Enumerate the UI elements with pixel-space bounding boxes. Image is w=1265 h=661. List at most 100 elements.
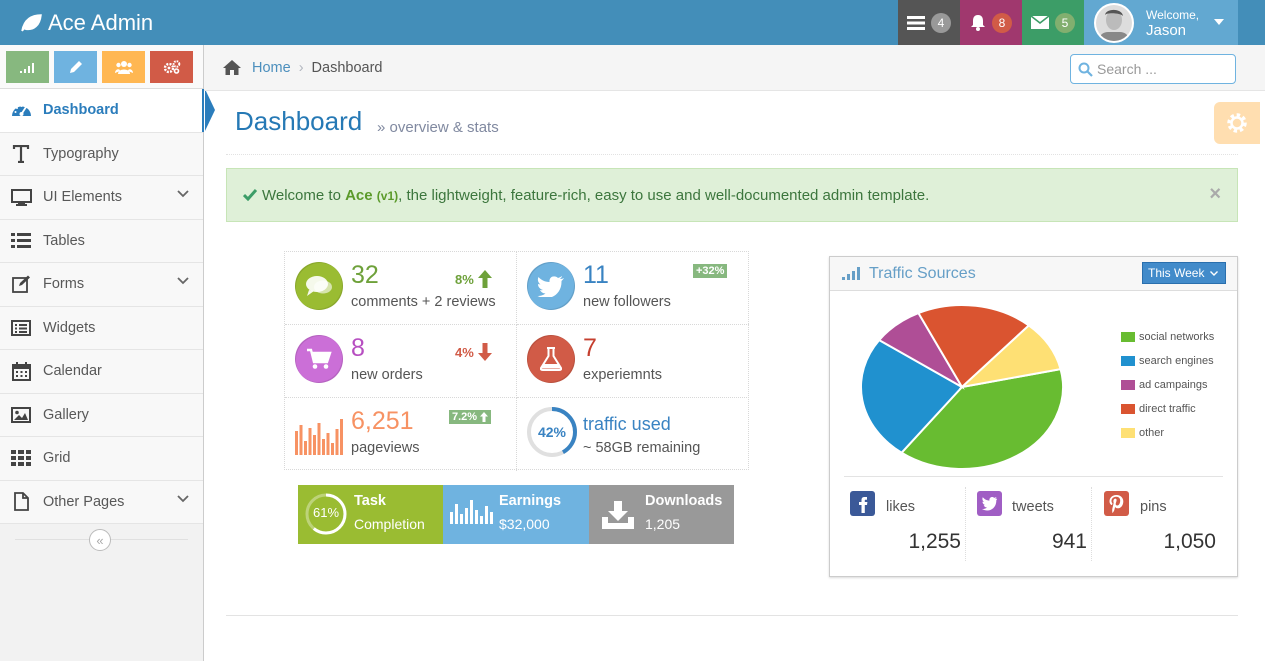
infobox-caption: new followers xyxy=(583,294,671,310)
sidebar-item-forms[interactable]: Forms xyxy=(0,263,203,307)
infobox-number: 7 xyxy=(583,334,597,362)
messages-button[interactable]: 5 xyxy=(1022,0,1084,45)
sidebar-collapse-button[interactable]: « xyxy=(89,529,111,551)
range-dropdown[interactable]: This Week xyxy=(1142,262,1226,284)
chevron-down-icon xyxy=(177,494,189,502)
infobox-pageviews: 6,251 pageviews 7.2% xyxy=(285,398,517,471)
search-placeholder: Search ... xyxy=(1097,61,1157,77)
shortcut-stats-button[interactable] xyxy=(6,50,49,83)
infobox-number: 32 xyxy=(351,261,379,289)
sidebar-item-widgets[interactable]: Widgets xyxy=(0,306,203,350)
breadcrumb-separator: › xyxy=(298,59,304,76)
infobox-caption: pageviews xyxy=(351,440,420,456)
traffic-pie-chart xyxy=(860,304,1064,470)
traffic-percent: 42% xyxy=(537,424,567,440)
page-header: Dashboard » overview & stats xyxy=(226,92,1238,155)
list-icon xyxy=(11,233,31,249)
legend-swatch xyxy=(1121,380,1135,390)
desktop-icon xyxy=(10,188,32,206)
legend-item: search engines xyxy=(1121,349,1214,373)
search-icon xyxy=(1078,62,1093,77)
sidebar-item-calendar[interactable]: Calendar xyxy=(0,350,203,394)
infobox-caption: experiemnts xyxy=(583,367,662,383)
sidebar-item-other-pages[interactable]: Other Pages xyxy=(0,480,203,524)
alert-text-pre: Welcome to xyxy=(262,186,346,204)
infobox-badge: 7.2% xyxy=(449,410,492,424)
sidebar-item-dashboard[interactable]: Dashboard xyxy=(0,89,215,133)
alert-text-post: , the lightweight, feature-rich, easy to… xyxy=(398,186,930,204)
flask-icon xyxy=(527,335,575,383)
breadcrumb: Home › Dashboard xyxy=(222,59,382,76)
arrow-down-icon xyxy=(477,343,492,361)
breadcrumb-home-link[interactable]: Home xyxy=(252,59,291,76)
sidebar-item-label: Forms xyxy=(43,276,85,293)
page-title: Dashboard xyxy=(235,106,363,136)
sidebar-item-label: UI Elements xyxy=(43,189,122,206)
pie-slice-social-networks[interactable] xyxy=(900,367,1064,470)
sidebar-shortcuts xyxy=(0,45,203,89)
infobox-stat: 8% xyxy=(455,270,492,288)
sidebar-item-label: Gallery xyxy=(43,406,89,423)
sidebar-item-label: Typography xyxy=(43,145,119,162)
social-pins: pins 1,050 xyxy=(1098,487,1220,561)
chevron-down-icon xyxy=(1210,271,1218,276)
sidebar-item-grid[interactable]: Grid xyxy=(0,437,203,481)
pie-slice-other[interactable] xyxy=(958,324,1062,389)
cogs-icon xyxy=(163,59,180,74)
infobox-number: 11 xyxy=(583,261,609,289)
calendar-icon xyxy=(11,361,31,381)
sidebar-item-ui-elements[interactable]: UI Elements xyxy=(0,176,203,220)
edit-icon xyxy=(11,275,30,294)
tile-title: Downloads xyxy=(645,493,723,509)
alert-close-button[interactable]: × xyxy=(1209,183,1221,205)
sidebar-item-tables[interactable]: Tables xyxy=(0,219,203,263)
user-name: Jason xyxy=(1146,21,1187,39)
legend-label: other xyxy=(1139,427,1165,439)
pie-slice-direct-traffic[interactable] xyxy=(916,304,1031,389)
shortcut-settings-button[interactable] xyxy=(150,50,193,83)
infobox-traffic: 42% traffic used ~ 58GB remaining xyxy=(517,398,749,471)
page-subtitle: » overview & stats xyxy=(377,119,499,136)
pageviews-sparkline-icon xyxy=(295,419,343,455)
users-icon xyxy=(114,60,133,74)
tile-value: $32,000 xyxy=(499,516,550,532)
tasks-button[interactable]: 4 xyxy=(898,0,960,45)
task-progress-ring xyxy=(305,493,347,535)
arrow-up-icon xyxy=(480,412,489,422)
legend-label: ad campaings xyxy=(1139,379,1208,391)
caret-down-icon xyxy=(1214,19,1224,25)
infobox-number: 6,251 xyxy=(351,407,414,435)
infobox-orders: 8 new orders 4% xyxy=(285,325,517,398)
search-input[interactable]: Search ... xyxy=(1070,54,1236,84)
signal-icon xyxy=(842,267,860,280)
text-height-icon xyxy=(12,144,30,163)
infobox-caption: comments + 2 reviews xyxy=(351,294,496,310)
sidebar-nav: Dashboard Typography UI Elements Tables … xyxy=(0,89,215,524)
sidebar-item-typography[interactable]: Typography xyxy=(0,132,203,176)
breadcrumbs-bar: Home › Dashboard Search ... xyxy=(204,45,1265,91)
legend-item: other xyxy=(1121,421,1214,445)
social-likes: likes 1,255 xyxy=(844,487,966,561)
notifications-button[interactable]: 8 xyxy=(960,0,1022,45)
social-value: 1,050 xyxy=(1163,530,1216,553)
legend-label: search engines xyxy=(1139,355,1214,367)
social-value: 1,255 xyxy=(908,530,961,553)
gear-icon xyxy=(1227,113,1247,133)
home-icon xyxy=(223,60,241,75)
widget-title: Traffic Sources xyxy=(869,264,976,282)
file-icon xyxy=(13,492,29,512)
sidebar-item-label: Calendar xyxy=(43,363,102,380)
user-menu[interactable]: Welcome, Jason xyxy=(1084,0,1238,45)
tachometer-icon xyxy=(11,105,31,117)
twitter-square-icon xyxy=(977,491,1002,516)
infobox-caption: ~ 58GB remaining xyxy=(583,440,701,456)
infobox-number: traffic used xyxy=(583,414,671,434)
earnings-sparkline-icon xyxy=(450,500,493,524)
ace-settings-button[interactable] xyxy=(1214,102,1260,144)
sidebar-item-gallery[interactable]: Gallery xyxy=(0,393,203,437)
navbar: Ace Admin 4 8 5 Welcome, Jason xyxy=(0,0,1265,45)
shortcut-users-button[interactable] xyxy=(102,50,145,83)
shortcut-edit-button[interactable] xyxy=(54,50,97,83)
brand-logo[interactable]: Ace Admin xyxy=(20,0,153,45)
pie-slice-search-engines[interactable] xyxy=(860,338,964,455)
